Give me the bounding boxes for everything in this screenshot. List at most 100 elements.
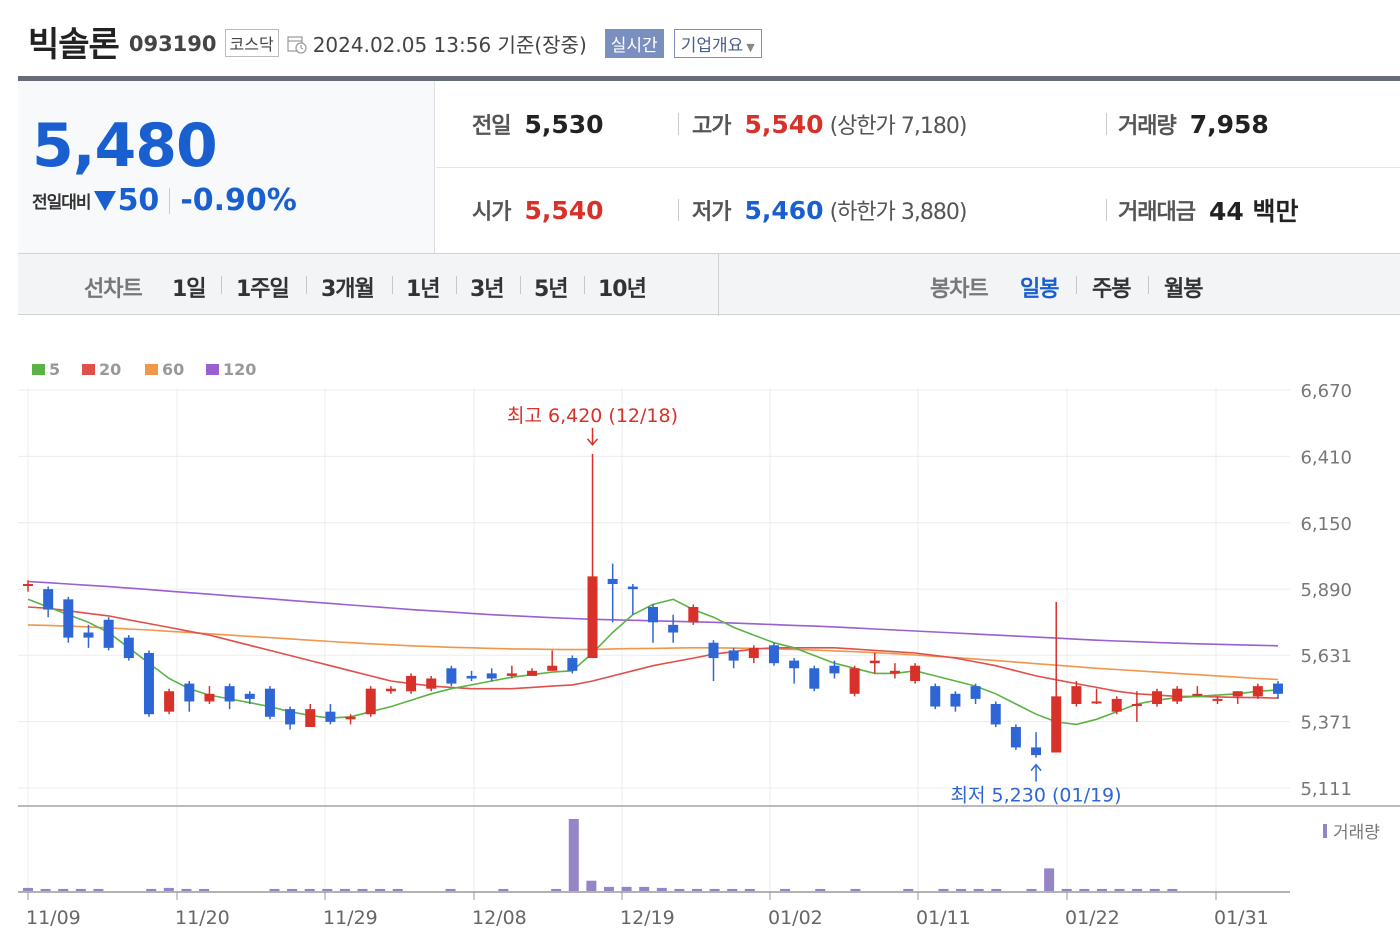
tab-separator [520,276,521,294]
y-tick-label: 5,631 [1300,646,1352,667]
candle [305,704,316,727]
candle-body [325,711,336,722]
legend-label: 20 [99,360,121,379]
candle [889,663,900,679]
tab-daily[interactable]: 일봉 [1020,277,1059,302]
low-annotation-label: 최저 5,230 (01/19) [951,785,1122,807]
line-chart-label: 선차트 [84,277,143,302]
caret-down-icon: ▼ [746,40,755,54]
legend-swatch [82,364,95,375]
tab-weekly[interactable]: 주봉 [1092,277,1131,302]
candle-body [990,704,1001,725]
y-tick-label: 5,371 [1300,713,1352,734]
tab-separator [1148,276,1149,294]
candle-body [587,576,598,659]
stat-high: 고가 5,540 (상한가 7,180) [692,109,968,140]
y-tick-label: 5,111 [1300,779,1352,800]
legend-label: 120 [223,360,256,379]
price-change-row: 전일대비 50 -0.90% [32,183,297,218]
volume-bar [287,888,298,891]
x-tick-label: 01/22 [1065,907,1120,929]
candle [446,665,457,687]
candle [325,704,336,725]
stats-panel: 전일 5,530 고가 5,540 (상한가 7,180) 거래량 7,958 … [436,81,1400,253]
stat-low: 저가 5,460 (하한가 3,880) [692,195,968,226]
candle [224,683,235,710]
volume-bar [727,888,738,891]
volume-bar [304,888,315,891]
volume-bar [269,888,280,891]
stat-limit: (상한가 7,180) [829,114,968,139]
candle [1172,686,1183,705]
stat-prev-close: 전일 5,530 [472,109,604,140]
candle-body [426,678,437,689]
tab-1day[interactable]: 1일 [172,277,207,302]
tab-monthly[interactable]: 월봉 [1164,277,1203,302]
candle-body [83,632,94,638]
volume-bar [392,888,403,891]
candle-body [607,578,618,585]
stat-value: 44 백만 [1208,197,1299,226]
stat-value: 7,958 [1189,109,1269,139]
stat-limit: (하한가 3,880) [829,200,968,225]
volume-bar [991,888,1002,891]
volume-bar [586,880,597,891]
candle-body [1091,701,1102,704]
volume-bar [903,888,914,891]
candle [527,668,538,676]
candle [164,688,175,715]
y-tick-label: 5,890 [1300,580,1352,601]
candle [63,596,74,643]
moving-average-ma5 [27,598,1279,726]
tab-3month[interactable]: 3개월 [321,277,375,302]
candle [1252,683,1263,699]
volume-bar [1044,868,1055,891]
candle [688,604,699,625]
volume-bar [709,888,720,891]
realtime-button[interactable]: 실시간 [604,28,664,58]
candle [809,665,820,692]
candle-body [143,652,154,715]
x-tick-label: 11/20 [175,907,230,929]
candle-body [1192,693,1203,696]
limit-value: 3,880 [900,200,960,225]
volume-bar [1079,888,1090,891]
candle-body [809,668,820,689]
candle [486,668,497,682]
candle-body [446,668,457,684]
stat-separator [678,199,679,221]
tab-1week[interactable]: 1주일 [236,277,290,302]
candle-body [829,665,840,674]
volume-bar [603,886,614,891]
candle-body [506,673,517,676]
candle [1091,688,1102,705]
candle-body [164,691,175,712]
stat-open: 시가 5,540 [472,195,604,226]
candle [1192,686,1203,697]
candle-body [930,686,941,707]
tab-5year[interactable]: 5년 [534,277,569,302]
volume-bar [973,888,984,891]
x-tick-label: 12/08 [472,907,527,929]
candle [1071,681,1082,707]
tab-10year[interactable]: 10년 [598,277,647,302]
tab-1year[interactable]: 1년 [406,277,441,302]
tab-3year[interactable]: 3년 [470,277,505,302]
company-overview-dropdown[interactable]: 기업개요 ▼ [673,28,762,58]
volume-legend-swatch [1323,824,1327,838]
volume-bar [956,888,967,891]
candle [1232,691,1243,705]
candle-body [285,709,296,725]
candle [1212,696,1223,705]
candle-body [768,645,779,664]
calendar-clock-icon [287,36,307,54]
candle-body [1051,696,1062,753]
candle [829,660,840,679]
candle-body [1212,698,1223,701]
candle [587,453,598,659]
stat-value: 5,540 [524,195,604,225]
candle-body [466,675,477,679]
volume-bar [375,888,386,891]
candle [849,665,860,697]
stat-label: 고가 [692,114,731,139]
